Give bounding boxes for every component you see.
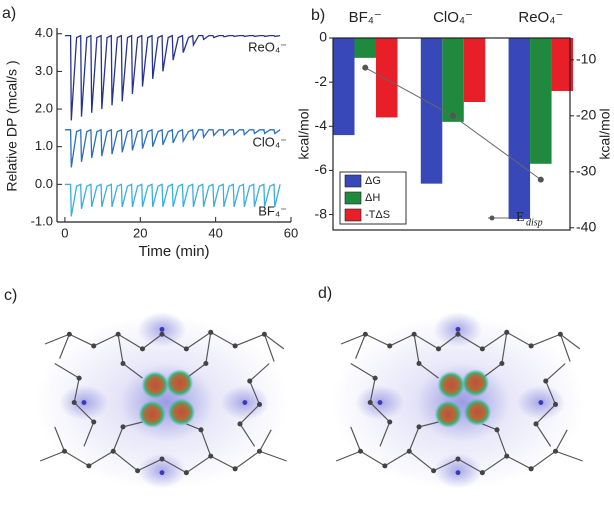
itc-trace (64, 183, 281, 217)
itc-trace (64, 128, 281, 168)
x-tick-label: 60 (284, 225, 298, 240)
itc-trace (64, 34, 281, 121)
category-label: ReO₄⁻ (518, 9, 563, 26)
y-tick-label: -1.0 (31, 213, 53, 228)
bar (530, 38, 552, 164)
series-label: ReO₄⁻ (248, 39, 287, 54)
bar (420, 38, 443, 184)
y-tick-label: 0 (319, 29, 327, 45)
energy-point (537, 176, 544, 183)
panel-label: c) (4, 287, 17, 304)
legend-label: ΔH (365, 192, 380, 204)
y-tick-label: 1.0 (35, 138, 53, 153)
bar (551, 38, 574, 91)
x-tick-label: 40 (208, 225, 222, 240)
y-axis-label: kcal/mol (296, 108, 312, 159)
panel-label: a) (2, 5, 16, 22)
x-tick-label: 0 (61, 225, 68, 240)
category-label: ClO₄⁻ (433, 9, 473, 26)
plot-frame (332, 37, 571, 231)
y2-axis-label: kcal/mol (597, 108, 613, 159)
energy-point (450, 112, 457, 119)
y-tick-label: -2 (315, 73, 328, 89)
legend-swatch (344, 174, 362, 188)
legend-swatch (344, 208, 362, 222)
y2-tick-label: -20 (576, 107, 596, 123)
y-tick-label: 3.0 (35, 63, 53, 78)
series-label: ClO₄⁻ (252, 134, 287, 149)
legend-subscript: disp (526, 217, 543, 228)
legend-swatch (344, 191, 362, 205)
y-tick-label: -6 (315, 161, 328, 177)
molecule-image (34, 311, 290, 491)
legend-label: E (516, 210, 525, 225)
y-tick-label: 4.0 (35, 25, 53, 40)
y-tick-label: -8 (315, 205, 328, 221)
molecule-image (330, 311, 586, 491)
legend-dot (489, 215, 495, 221)
x-axis-label: Time (min) (138, 243, 209, 260)
legend-label: ΔG (365, 175, 381, 187)
panel-label: d) (318, 285, 332, 302)
x-tick-label: 20 (133, 225, 147, 240)
y-tick-label: -4 (315, 117, 328, 133)
bar (442, 38, 464, 122)
y2-tick-label: -40 (576, 218, 596, 234)
energy-point (362, 64, 369, 71)
category-label: BF₄⁻ (349, 9, 382, 26)
bar (333, 38, 355, 136)
legend-label: -TΔS (365, 209, 390, 221)
y2-tick-label: -10 (576, 51, 596, 67)
y-axis-label: Relative DP (mcal/s ) (4, 60, 20, 191)
bar (354, 38, 377, 58)
bar (508, 38, 531, 219)
y-tick-label: 0.0 (35, 176, 53, 191)
y2-tick-label: -30 (576, 162, 596, 178)
series-label: BF₄⁻ (258, 203, 287, 218)
bar (463, 38, 486, 102)
bar (376, 38, 398, 118)
panel-label: b) (311, 7, 325, 24)
y-tick-label: 2.0 (35, 100, 53, 115)
